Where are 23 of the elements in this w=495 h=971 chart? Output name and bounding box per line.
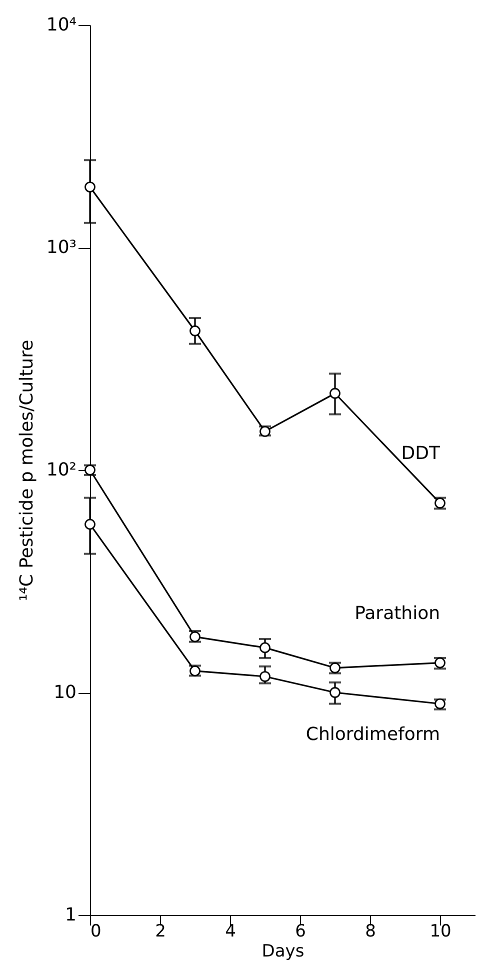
y-tick-label: 10⁴: [46, 14, 76, 36]
point: [260, 671, 270, 682]
y-tick-label: 1: [65, 904, 76, 926]
x-tick-label: 0: [90, 922, 102, 942]
x-axis-title: Days: [262, 942, 304, 962]
x-tick-label: 6: [295, 922, 306, 942]
point: [330, 388, 340, 399]
series-label: Parathion: [354, 602, 440, 624]
y-tick-label: 10²: [46, 460, 76, 480]
y-axis-title: ¹⁴C Pesticide p moles/Culture: [16, 340, 38, 602]
y-tick-label: 10³: [46, 237, 76, 258]
y-tick-label: 10: [54, 682, 76, 703]
series-label: DDT: [401, 443, 441, 464]
point: [190, 325, 200, 336]
point: [84, 518, 96, 530]
x-tick-label: 4: [225, 922, 236, 942]
x-tick-label: 10: [430, 922, 452, 942]
point: [84, 182, 96, 192]
point: [260, 642, 270, 654]
x-tick-label: 2: [155, 922, 166, 942]
point: [330, 687, 340, 698]
x-tick-label: 8: [365, 922, 376, 942]
series-label: Chlordimeform: [306, 724, 440, 745]
